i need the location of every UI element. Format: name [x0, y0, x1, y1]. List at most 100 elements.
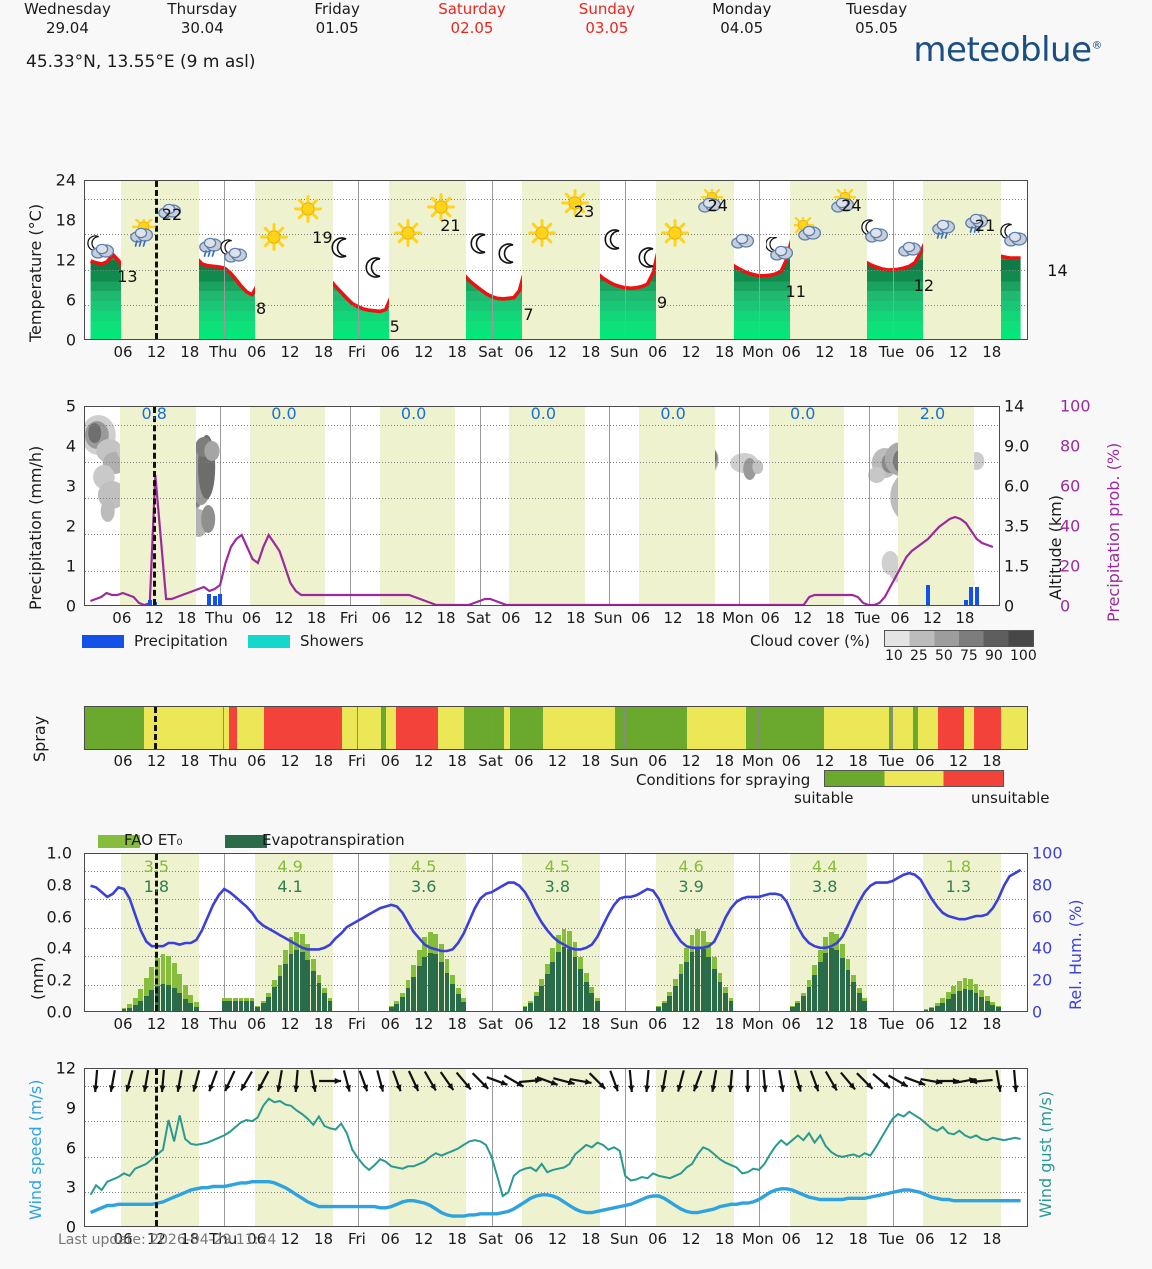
spray-segment-moderate[interactable]: [963, 707, 975, 749]
spray-legend-gradient: [824, 770, 1004, 787]
spray-segment-suitable[interactable]: [510, 707, 543, 749]
spray-segment-moderate[interactable]: [143, 707, 229, 749]
day-separator: [491, 1069, 493, 1226]
precipitation-plot[interactable]: [84, 406, 1000, 606]
spray-segment-suitable[interactable]: [381, 707, 386, 749]
spray-segment-suitable[interactable]: [464, 707, 504, 749]
spray-day-separator: [223, 707, 225, 749]
spray-segment-moderate[interactable]: [385, 707, 396, 749]
spray-segment-moderate[interactable]: [918, 707, 938, 749]
x-tick-label: 06: [380, 1015, 400, 1033]
spray-segment-unsuitable[interactable]: [395, 707, 439, 749]
weather-icon-cloud: [894, 233, 926, 263]
y-tick-label: 100: [1060, 396, 1091, 416]
wind-direction-arrow: [208, 1070, 218, 1092]
spray-segment-unsuitable[interactable]: [263, 707, 343, 749]
x-tick-label: Mon: [742, 343, 774, 361]
evapotranspiration-bar: [578, 969, 584, 1011]
spray-segment-unsuitable[interactable]: [228, 707, 238, 749]
spray-segment-moderate[interactable]: [1000, 707, 1027, 749]
x-tick-label: 12: [681, 1015, 701, 1033]
y-tick-label: 0: [65, 596, 76, 616]
y-tick-label: 20: [1032, 970, 1053, 990]
precipitation-x-axis-labels: 06 12 18 Thu 06 12 18 Fri 06 12 18 Sat 06 12 18 Sun 06 12…: [84, 609, 1000, 629]
evapotranspiration-bar: [305, 959, 311, 1011]
x-tick-label: Thu: [209, 752, 238, 770]
day-separator: [758, 854, 760, 1011]
x-tick-label: 18: [180, 1015, 200, 1033]
x-tick-label: Mon: [742, 1015, 774, 1033]
evapotranspiration-bar: [533, 996, 539, 1011]
spray-conditions-bar[interactable]: [84, 706, 1028, 750]
weather-icon-cloud-rain: [961, 205, 993, 235]
x-tick-label: 06: [760, 609, 780, 627]
spray-segment-unsuitable[interactable]: [974, 707, 1001, 749]
spray-segment-unsuitable[interactable]: [937, 707, 964, 749]
x-tick-label: 12: [815, 343, 835, 361]
evapotranspiration-bar: [310, 970, 316, 1011]
evapotranspiration-bar: [951, 994, 957, 1011]
temperature-x-axis-labels: 06 12 18 Thu 06 12 18 Fri 06 12 18 Sat 06 12 18 Sun 06 12…: [84, 343, 1028, 363]
weather-icon-sun: [293, 195, 325, 225]
evapotranspiration-bar: [995, 1007, 1001, 1011]
x-tick-label: 18: [313, 752, 334, 770]
wind-direction-arrow: [676, 1070, 685, 1092]
spray-segment-moderate[interactable]: [237, 707, 264, 749]
location-coordinates: 45.33°N, 13.55°E (9 m asl): [26, 52, 256, 72]
temperature-plot[interactable]: [84, 180, 1028, 340]
day-header-tuesday: Tuesday 05.05: [809, 0, 944, 40]
x-tick-label: Fri: [347, 752, 366, 770]
evapotranspiration-bar: [444, 972, 450, 1011]
x-tick-label: Tue: [878, 343, 905, 361]
evapotranspiration-bar: [528, 1003, 533, 1011]
wind-direction-arrow: [904, 1076, 926, 1086]
evapotranspiration-bar: [555, 951, 561, 1011]
weather-icon-sun-cloud: [827, 189, 859, 219]
wind-direction-arrow: [175, 1070, 183, 1092]
spray-segment-suitable[interactable]: [913, 707, 919, 749]
relative-humidity-line: [90, 868, 1022, 953]
spray-segment-suitable[interactable]: [85, 707, 144, 749]
spray-segment-moderate[interactable]: [503, 707, 511, 749]
y-tick-label: 60: [1060, 476, 1081, 496]
evapotranspiration-bar: [283, 963, 288, 1011]
evapotranspiration-plot[interactable]: [84, 853, 1028, 1012]
evapotranspiration-bar: [522, 1007, 528, 1011]
spray-segment-suitable[interactable]: [889, 707, 894, 749]
x-tick-label: Fri: [339, 609, 358, 627]
value-gridline: [85, 899, 1027, 901]
spray-segment-moderate[interactable]: [342, 707, 382, 749]
day-separator: [609, 407, 611, 605]
fao-et0-daily-total: 4.5: [544, 857, 571, 876]
spray-segment-moderate[interactable]: [542, 707, 615, 749]
spray-segment-moderate[interactable]: [438, 707, 465, 749]
temperature-extreme-label: 5: [389, 317, 400, 337]
y-tick-label: 4: [65, 436, 76, 456]
x-tick-label: 06: [781, 752, 801, 770]
wind-direction-arrow: [376, 1070, 385, 1092]
x-tick-label: 06: [380, 752, 400, 770]
x-tick-label: 12: [547, 1230, 567, 1248]
fao-et0-daily-total: 1.8: [945, 857, 972, 876]
spray-segment-moderate[interactable]: [824, 707, 890, 749]
spray-segment-suitable[interactable]: [614, 707, 687, 749]
day-header-wednesday: Wednesday 29.04: [0, 0, 135, 40]
x-tick-label: 18: [581, 343, 601, 361]
weather-icon-moon: [493, 239, 525, 269]
wind-direction-arrow: [660, 1070, 668, 1092]
spray-segment-moderate[interactable]: [893, 707, 913, 749]
precip-daily-total: 0.0: [790, 404, 816, 423]
fao-et0-bar: [138, 989, 144, 1011]
day-name: Thursday: [167, 0, 238, 18]
day-separator: [220, 407, 222, 605]
spray-day-separator: [356, 707, 358, 749]
cloud-blob: [100, 500, 115, 522]
wind-plot[interactable]: [84, 1068, 1028, 1227]
evapotranspiration-bar: [979, 996, 985, 1011]
day-separator: [625, 854, 627, 1011]
wind-direction-arrow: [609, 1070, 619, 1092]
day-header-friday: Friday 01.05: [270, 0, 405, 40]
spray-segment-moderate[interactable]: [686, 707, 746, 749]
daylight-band: [638, 407, 715, 605]
wind-direction-arrow: [92, 1069, 99, 1093]
